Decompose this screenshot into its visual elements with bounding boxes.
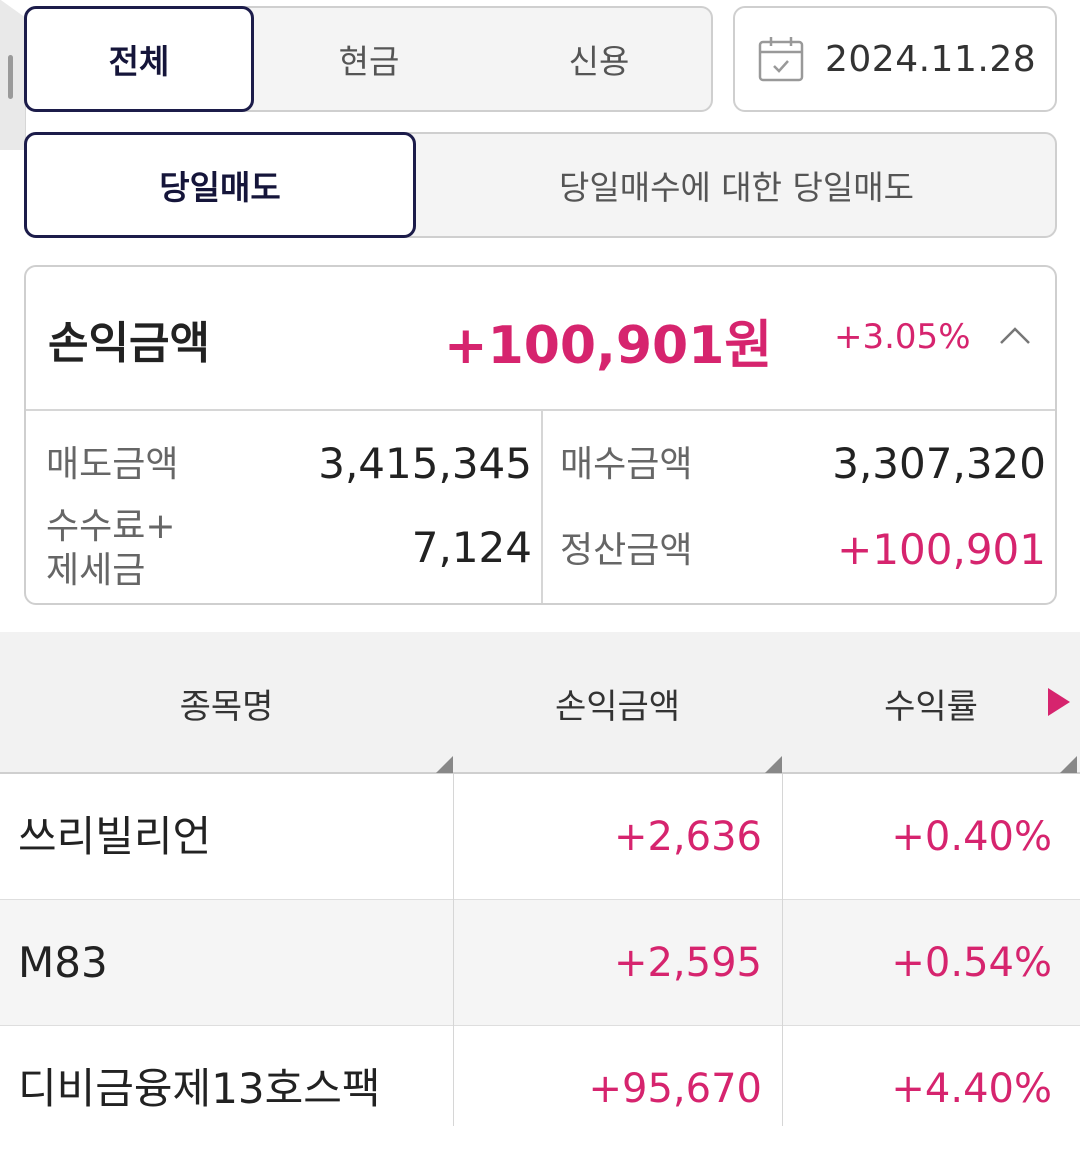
tab-credit[interactable]: 신용 [484,6,714,112]
account-type-tabs: 전체 현금 신용 [24,6,713,112]
header-profit-amount-label: 손익금액 [554,686,681,727]
stock-name: 쓰리빌리언 [18,812,212,861]
sort-icon[interactable] [765,756,782,773]
tab-same-day-sell-label: 당일매도 [159,168,281,207]
header-stock-name[interactable]: 종목명 [0,632,453,774]
stock-profit: +2,636 [613,814,762,860]
stock-name: 디비금융제13호스팩 [18,1064,381,1113]
table-row[interactable]: 쓰리빌리언 +2,636 +0.40% [0,774,1080,900]
calendar-icon [758,37,804,82]
tab-same-day-sell[interactable]: 당일매도 [24,132,416,238]
buy-amount-label: 매수금액 [560,444,693,485]
divider [26,409,1055,411]
sell-amount-label: 매도금액 [46,444,179,485]
profit-label: 손익금액 [48,318,210,369]
buy-amount-value: 3,307,320 [832,439,1046,488]
profit-amount: +100,901원 [444,316,773,376]
scroll-right-icon[interactable] [1048,688,1070,716]
column-divider [782,774,783,1126]
table-header: 종목명 손익금액 수익률 [0,632,1080,774]
stock-rate: +0.40% [891,814,1052,860]
profit-rate: +3.05% [834,317,971,357]
grip-icon [8,55,13,99]
header-profit-amount[interactable]: 손익금액 [453,632,782,774]
chevron-up-icon[interactable] [998,323,1032,347]
tab-cash[interactable]: 현금 [254,6,484,112]
stock-rate: +0.54% [891,940,1052,986]
tab-cash-label: 현금 [338,42,400,81]
column-divider [453,774,454,1126]
sell-type-tabs: 당일매도 당일매수에 대한 당일매도 [24,132,1057,238]
sort-icon[interactable] [436,756,453,773]
profit-summary-card: 손익금액 +100,901원 +3.05% 매도금액 3,415,345 수수료… [24,265,1057,605]
stock-rate: +4.40% [891,1066,1052,1112]
tab-all[interactable]: 전체 [24,6,254,112]
stock-name: M83 [18,938,108,987]
stock-profit: +95,670 [588,1066,762,1112]
settlement-value: +100,901 [837,525,1046,574]
tab-all-label: 전체 [108,42,170,81]
sort-icon[interactable] [1060,756,1077,773]
divider [541,409,543,603]
tab-same-day-buy-sell-label: 당일매수에 대한 당일매도 [559,168,914,207]
sell-amount-value: 3,415,345 [318,439,532,488]
stock-profit: +2,595 [613,940,762,986]
fee-tax-value: 7,124 [411,523,532,572]
date-value: 2024.11.28 [825,38,1037,80]
table-row[interactable]: M83 +2,595 +0.54% [0,900,1080,1026]
header-stock-name-label: 종목명 [179,686,274,727]
side-panel-handle[interactable] [0,0,26,150]
tab-same-day-buy-sell[interactable]: 당일매수에 대한 당일매도 [416,132,1057,238]
table-row[interactable]: 디비금융제13호스팩 +95,670 +4.40% [0,1026,1080,1152]
tab-credit-label: 신용 [568,42,630,81]
fee-tax-label-line1: 수수료+ [46,506,176,547]
date-picker[interactable]: 2024.11.28 [733,6,1057,112]
settlement-label: 정산금액 [560,530,693,571]
header-return-rate[interactable]: 수익률 [782,632,1080,774]
header-return-rate-label: 수익률 [884,686,978,727]
fee-tax-label-line2: 제세금 [46,550,146,591]
summary-header[interactable]: 손익금액 +100,901원 +3.05% [26,267,1055,409]
